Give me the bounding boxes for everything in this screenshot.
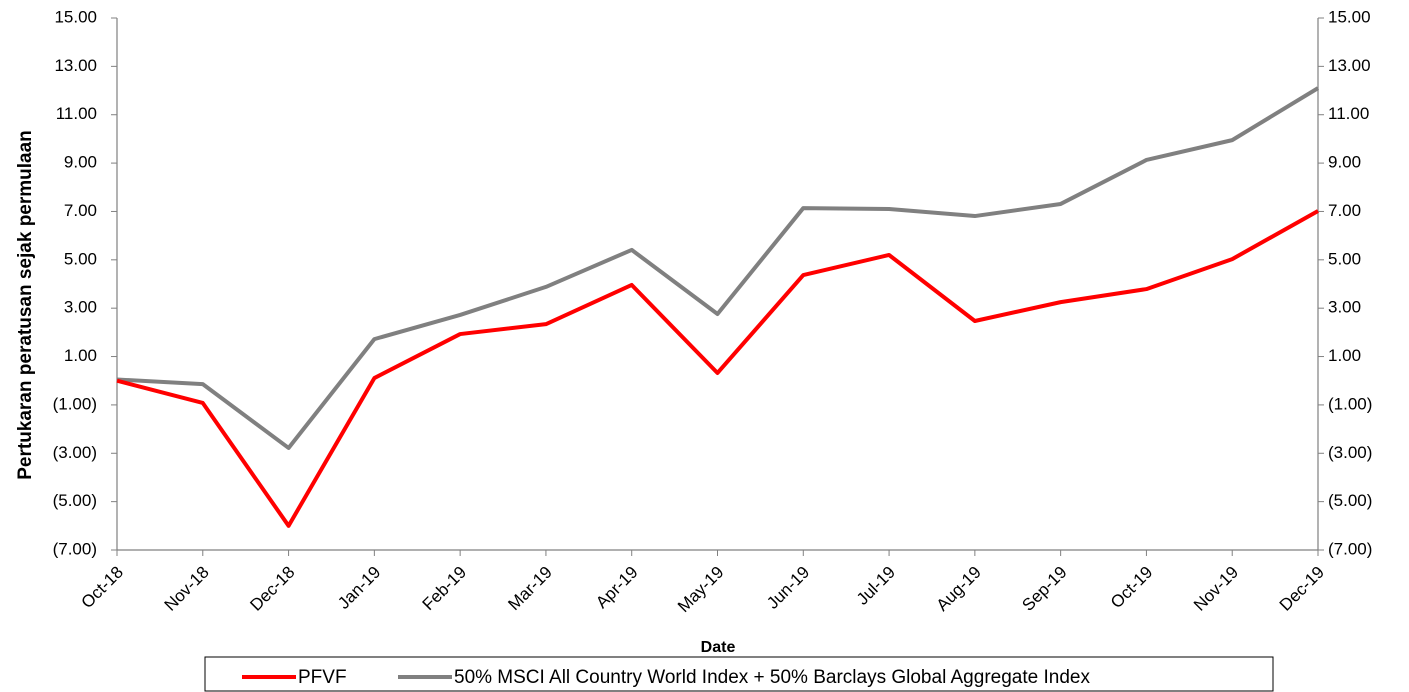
x-tick-label: Apr-19: [592, 563, 642, 613]
x-tick-label: May-19: [674, 563, 728, 617]
y2-tick-label: 13.00: [1328, 56, 1371, 75]
y2-tick-label: (5.00): [1328, 491, 1372, 510]
series-line: [116, 86, 1320, 450]
x-tick-label: Aug-19: [933, 563, 985, 615]
x-tick-label: Nov-19: [1190, 563, 1242, 615]
x-tick-label: Oct-18: [77, 563, 127, 613]
x-tick-label: Jan-19: [334, 563, 384, 613]
x-tick-label: Oct-19: [1107, 563, 1157, 613]
legend-label: PFVF: [298, 667, 347, 688]
y2-tick-label: 1.00: [1328, 346, 1361, 365]
y2-tick-label: 9.00: [1328, 153, 1361, 172]
y-tick-label: 7.00: [64, 201, 97, 220]
y-tick-label: 3.00: [64, 298, 97, 317]
y2-tick-label: (1.00): [1328, 394, 1372, 413]
x-tick-label: Jun-19: [763, 563, 813, 613]
x-tick-label: Feb-19: [419, 563, 471, 615]
y2-tick-label: 11.00: [1328, 104, 1369, 123]
x-axis-title: Date: [701, 639, 736, 656]
y2-tick-label: (7.00): [1328, 539, 1372, 558]
y-tick-label: 9.00: [64, 153, 97, 172]
y-tick-label: (1.00): [53, 394, 97, 413]
x-tick-label: Mar-19: [504, 563, 556, 615]
y-tick-label: (5.00): [53, 491, 97, 510]
x-tick-label: Jul-19: [853, 563, 899, 609]
y-tick-label: (3.00): [53, 443, 97, 462]
y-tick-label: 5.00: [64, 249, 97, 268]
y-tick-label: 15.00: [54, 7, 97, 26]
legend-label: 50% MSCI All Country World Index + 50% B…: [454, 667, 1090, 688]
y-axis-title: Pertukaran peratusan sejak permulaan: [15, 130, 36, 480]
y2-tick-label: (3.00): [1328, 443, 1372, 462]
x-tick-label: Dec-19: [1276, 563, 1328, 615]
y2-tick-label: 3.00: [1328, 298, 1361, 317]
y2-tick-label: 15.00: [1328, 7, 1371, 26]
legend-box: [204, 656, 1274, 692]
y2-tick-label: 5.00: [1328, 249, 1361, 268]
y-tick-label: 11.00: [56, 104, 97, 123]
y-tick-label: 1.00: [64, 346, 97, 365]
series-line: [116, 209, 1319, 528]
x-tick-label: Nov-18: [161, 563, 213, 615]
y-tick-label: 13.00: [54, 56, 97, 75]
y2-tick-label: 7.00: [1328, 201, 1361, 220]
y-tick-label: (7.00): [53, 539, 97, 558]
x-tick-label: Sep-19: [1018, 563, 1070, 615]
x-tick-label: Dec-18: [246, 563, 298, 615]
